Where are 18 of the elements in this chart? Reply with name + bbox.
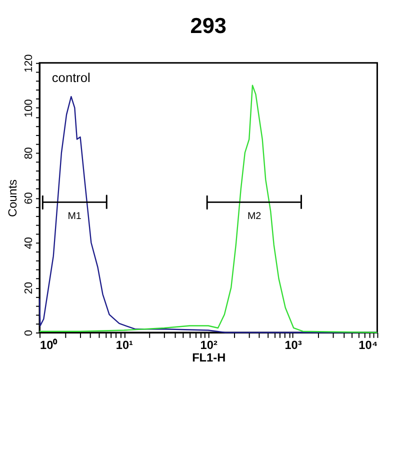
y-tick-label: 0 bbox=[23, 330, 36, 336]
y-tick-label: 60 bbox=[23, 192, 36, 204]
series-label: control bbox=[52, 70, 90, 85]
x-tick-label: 10² bbox=[200, 338, 218, 352]
y-tick-label: 20 bbox=[23, 282, 36, 294]
y-tick-label: 120 bbox=[23, 54, 36, 72]
y-tick-label: 100 bbox=[23, 99, 36, 118]
annotation: M2 bbox=[247, 210, 262, 222]
chart-title: 293 bbox=[190, 13, 226, 38]
annotation: M1 bbox=[68, 210, 82, 222]
y-tick-label: 40 bbox=[23, 237, 36, 250]
x-axis-title: FL1-H bbox=[192, 350, 226, 365]
y-axis-title: Counts bbox=[5, 179, 20, 217]
x-tick-label: 10⁰ bbox=[40, 338, 58, 352]
x-tick-label: 10³ bbox=[284, 338, 302, 352]
y-tick-label: 80 bbox=[23, 147, 36, 160]
x-tick-label: 10⁴ bbox=[358, 338, 378, 352]
x-tick-label: 10¹ bbox=[116, 338, 134, 352]
